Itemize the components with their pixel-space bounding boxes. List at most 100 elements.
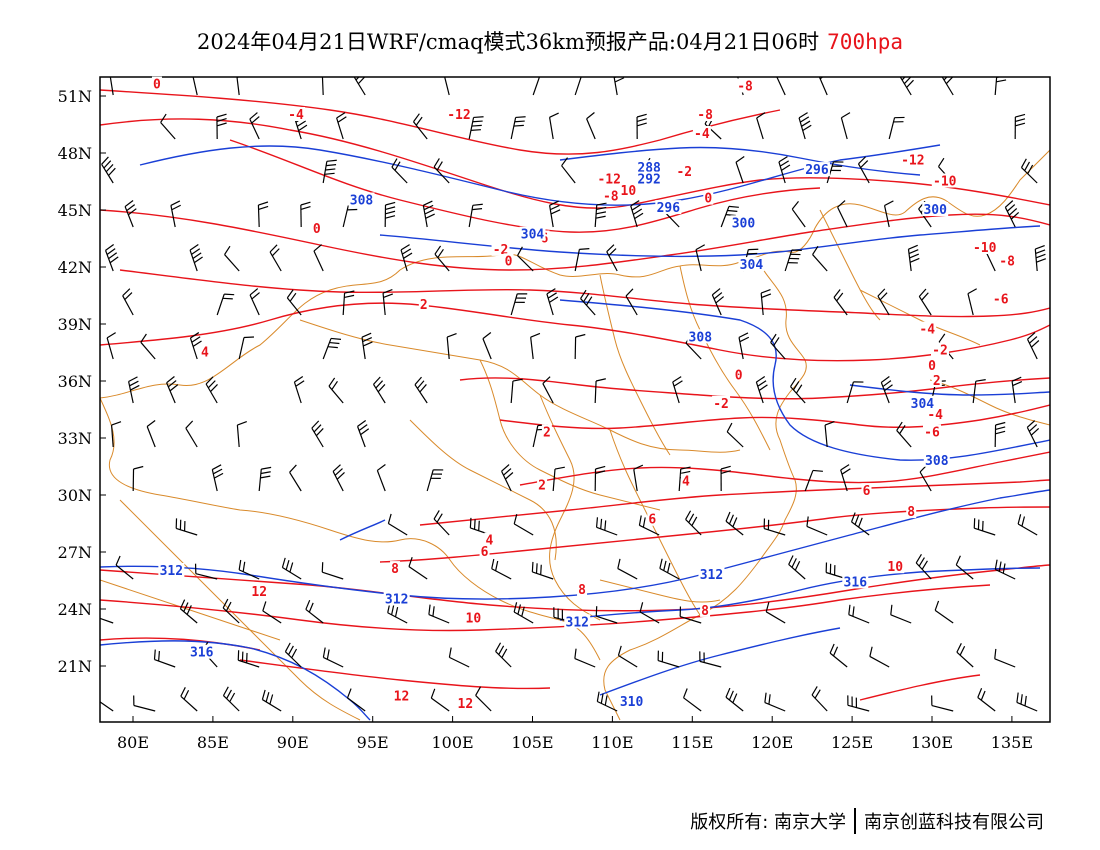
height-contours [100,144,1050,721]
temperature-label-bg [491,241,510,256]
temperature-label: 10 [887,560,903,575]
wind-barb [770,333,786,360]
temperature-label-bg [250,583,269,598]
wind-barb [513,602,534,624]
wind-barb [1034,245,1047,272]
wind-barb [899,77,914,96]
wind-barb [482,332,492,360]
temperature-label: -10 [973,241,997,256]
temperature-label: 12 [458,697,474,712]
height-label-bg [383,591,410,606]
wind-barb [546,288,559,316]
wind-barb [284,642,302,668]
temperature-label: -4 [919,323,935,338]
wind-barb [824,420,835,448]
wind-barb [683,688,702,712]
wind-barb [699,651,722,668]
temperature-label: 0 [735,368,743,383]
temperature-label-bg [899,152,926,167]
wind-barb [189,332,202,360]
temperature-label: -10 [933,175,957,190]
wind-barb [973,518,996,536]
wind-barb [896,421,912,448]
temperature-label-bg [998,253,1017,268]
wind-barb [100,617,114,624]
y-tick-label: 33N [58,429,92,448]
wind-barb [517,246,534,272]
wind-barb [549,112,559,140]
wind-barb [725,511,744,536]
wind-barb [376,464,386,492]
wind-barb [580,289,596,316]
wind-barb [513,514,534,536]
wind-barb [784,249,802,272]
temperature-label: 8 [391,562,399,577]
height-label-bg [698,566,725,581]
wind-barb [510,116,526,140]
temperature-label-bg [971,240,998,254]
wind-barb [391,158,408,184]
temperature-label-bg [596,171,623,186]
wind-barb [552,466,565,492]
wind-barb [877,288,890,316]
wind-barb [262,601,282,624]
wind-barb [850,512,870,536]
wind-barb [846,381,864,404]
wind-barb [361,332,373,360]
wind-barb [994,559,1016,580]
wind-barb [847,695,870,712]
wind-barb [321,562,344,580]
wind-barb [216,113,227,140]
wind-barb [1026,332,1040,360]
temperature-label-bg [733,367,744,382]
temperature-label-bg [619,183,638,197]
temperature-label: 10 [621,184,637,199]
temperature-label: 2 [933,374,941,389]
wind-barb [574,248,590,272]
height-label: 310 [620,695,644,710]
wind-barb [236,77,240,96]
wind-barb [972,379,986,404]
wind-barb [574,333,586,360]
wind-barb [286,289,302,316]
wind-barb [469,517,492,536]
temperature-label: 12 [394,689,410,704]
temperature-label: -12 [901,154,924,169]
temperature-label-bg [680,473,691,488]
height-label-bg [803,162,830,177]
wind-barb [192,77,198,96]
height-label: 308 [350,194,374,209]
height-label-bg [188,644,215,659]
wind-barb [430,688,450,712]
wind-barb [332,464,345,492]
temperature-label-bg [931,173,958,188]
height-label-bg [730,215,757,230]
y-tick-label: 48N [58,144,92,163]
wind-barb [617,645,638,668]
wind-barb [387,602,408,624]
wind-barb [994,77,1007,96]
wind-barb [237,650,260,668]
temperature-label: -2 [713,397,729,412]
wind-barb [574,648,596,668]
temperature-label: -8 [999,254,1015,269]
wind-barb [128,376,140,404]
temperature-label: 4 [682,475,690,490]
wind-barb [613,77,625,96]
wind-barb [888,116,905,140]
wind-barb [659,558,680,580]
wind-barb [826,161,844,184]
wind-barb [300,201,311,228]
wind-barb [328,377,344,404]
height-label-bg [738,257,765,272]
wind-barb [778,156,791,184]
wind-barb [955,555,974,580]
height-label-bg [687,329,714,344]
y-tick-label: 39N [58,315,92,334]
wind-barb [857,156,870,184]
y-tick-label: 42N [58,258,92,277]
wind-barb [791,200,806,228]
wind-barb [311,420,324,448]
wind-barb [222,686,240,712]
height-label: 312 [160,564,183,579]
